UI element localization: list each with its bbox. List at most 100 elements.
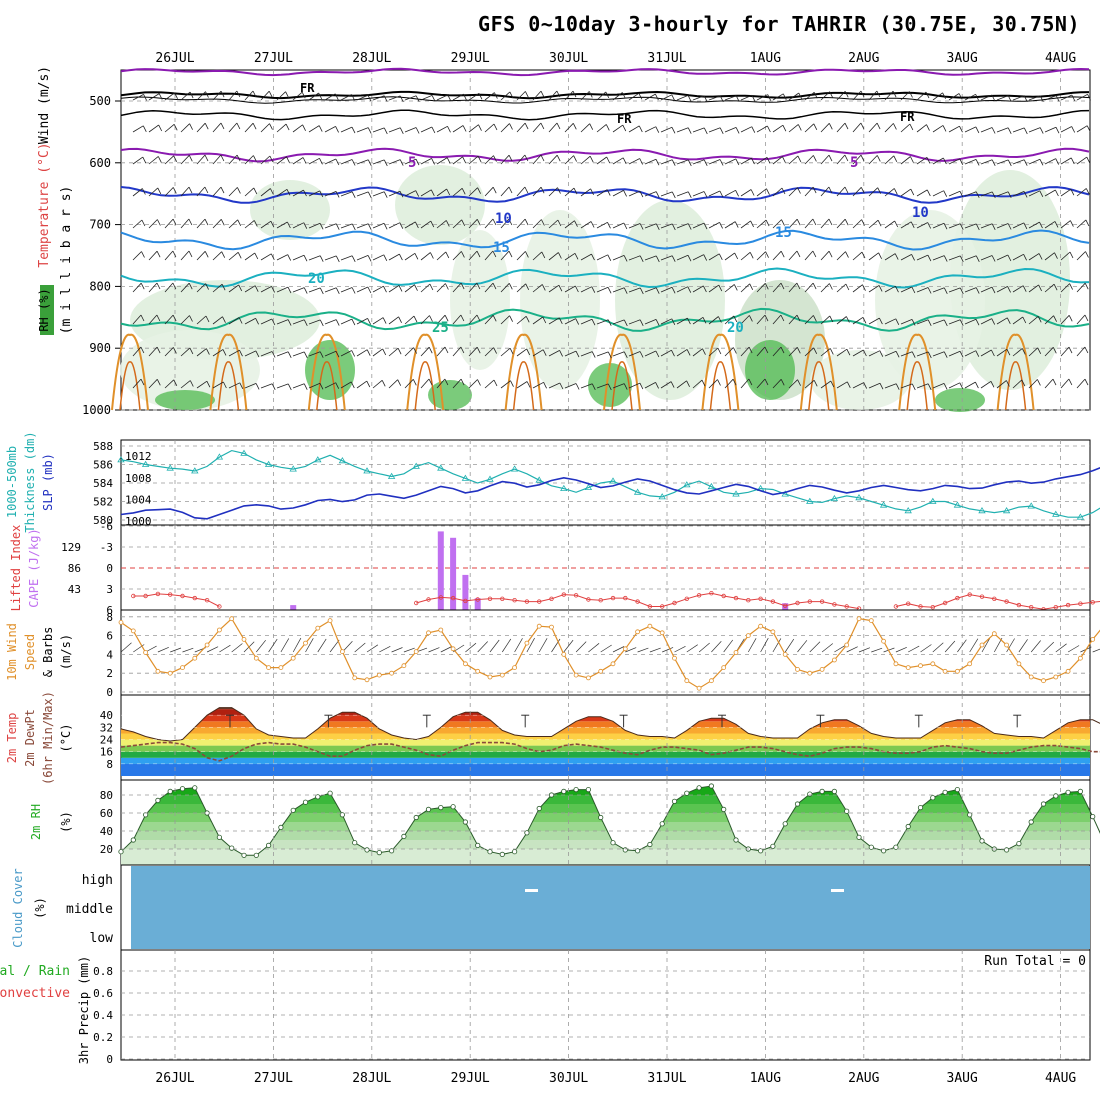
wind-barb (1044, 95, 1057, 101)
wind-barb-flag (540, 187, 545, 194)
wind-barb (564, 252, 576, 261)
wind-speed-point (955, 668, 960, 674)
wind-barb-flag (687, 95, 692, 102)
wind-barb (244, 285, 256, 293)
wind-barb-flag (1007, 159, 1012, 167)
wind-barb-flag (444, 378, 449, 386)
wind-barb (212, 283, 223, 293)
wind-speed-point (1065, 668, 1071, 674)
rh-point (290, 807, 296, 813)
wind-barb-flag (846, 381, 851, 388)
wind-barb-flag (156, 314, 161, 322)
wind-barb-flag (639, 319, 644, 326)
wind-barb-10m (625, 647, 637, 653)
wind-barb (164, 123, 175, 133)
wind-barb-flag (1084, 346, 1089, 354)
date-label-top: 27JUL (254, 51, 293, 66)
wind-barb-flag (524, 186, 529, 194)
wind-barb-flag (733, 284, 738, 291)
wind-speed-point (905, 665, 911, 670)
isotherm-35-loop (512, 361, 535, 411)
date-label-bottom: 31JUL (647, 1071, 686, 1086)
wind-barb-10m (231, 643, 243, 653)
wind-speed-point (684, 678, 690, 684)
wind-barb-flag (287, 221, 291, 229)
wind-barb-flag (399, 253, 403, 261)
wind-barb (164, 379, 175, 389)
wind-barb (148, 282, 158, 293)
wind-barb (836, 381, 848, 389)
wind-barb (436, 125, 448, 133)
rh-point (721, 806, 727, 813)
wind-barb-flag (764, 314, 769, 322)
wind-barb (884, 350, 897, 357)
wind-barb (788, 124, 799, 133)
rh-axis-label: RH (%) (37, 288, 51, 331)
wind-barb (580, 351, 593, 357)
wind-barb-flag (143, 94, 147, 101)
wind-barb-flag (686, 349, 691, 356)
wind-barb (308, 382, 321, 389)
wind-barb-flag (1069, 283, 1073, 290)
wind-barb-flag (253, 220, 258, 227)
rh-legend-swatch (40, 285, 54, 335)
wind-barb-flag (285, 91, 289, 98)
wind-barb (1076, 93, 1088, 101)
contour-label-t5b: 5 (850, 155, 858, 171)
wind-barb-flag (556, 90, 561, 98)
wind-barb (1012, 159, 1025, 165)
wind-barb-flag (351, 223, 356, 231)
wind-barb-flag (910, 156, 914, 163)
lifted-index-point (155, 591, 161, 597)
temp-tick-label: 24 (100, 734, 114, 747)
wind-barb-flag (943, 190, 948, 197)
wind-barb (292, 222, 304, 229)
wind-barb-flag (287, 286, 292, 294)
rh-point (1090, 813, 1096, 820)
isotherm-30-loop (504, 333, 543, 411)
wind-barb-flag (796, 250, 801, 258)
wind-barb-flag (335, 319, 340, 326)
isotherm-35-loop (119, 361, 141, 411)
wind-barb-flag (942, 125, 947, 132)
wind-barb-flag (574, 253, 579, 260)
wind-barb (612, 287, 625, 293)
thickness-point (289, 465, 297, 472)
wind-barb (292, 157, 304, 165)
wind-barb-flag (590, 221, 595, 228)
wind-barb-flag (399, 191, 404, 198)
wind-barb-flag (812, 250, 817, 258)
wind-barb (1060, 94, 1073, 101)
wind-barb-flag (1070, 157, 1075, 165)
thickness-point (879, 501, 888, 508)
wind-barb (996, 95, 1009, 101)
rh-tick-label: 40 (100, 825, 113, 838)
wind-barb (212, 122, 222, 133)
wind-barb (980, 380, 992, 389)
contour-label-t5a: 5 (408, 155, 416, 171)
wind-tick-label: 0 (106, 686, 113, 699)
wind-barb (452, 125, 464, 133)
wind-barb-flag (399, 159, 404, 166)
wind-barb (740, 283, 750, 293)
precip-tick-label: 0.8 (93, 965, 113, 978)
li-label: Lifted Index (9, 525, 23, 612)
wind-barb-flag (1006, 349, 1011, 356)
wind-barb (900, 351, 913, 357)
wind-barb (292, 351, 305, 357)
wind-barb-flag (446, 188, 451, 196)
wind-barb-flag (1053, 315, 1057, 322)
wind-barb (580, 221, 592, 229)
wind-barb-flag (765, 251, 769, 258)
wind-speed-point (610, 661, 616, 667)
lifted-index-point (721, 593, 726, 599)
thickness-point (215, 453, 224, 460)
wind-barb (420, 220, 432, 229)
wind-barb (580, 188, 591, 197)
wind-barb (980, 286, 993, 293)
wind-barb (996, 380, 1007, 389)
isotherm-30-loop (799, 333, 838, 411)
wind-barb (324, 255, 337, 261)
wind-barb-flag (766, 157, 771, 164)
wind-barb-flag (991, 255, 996, 262)
